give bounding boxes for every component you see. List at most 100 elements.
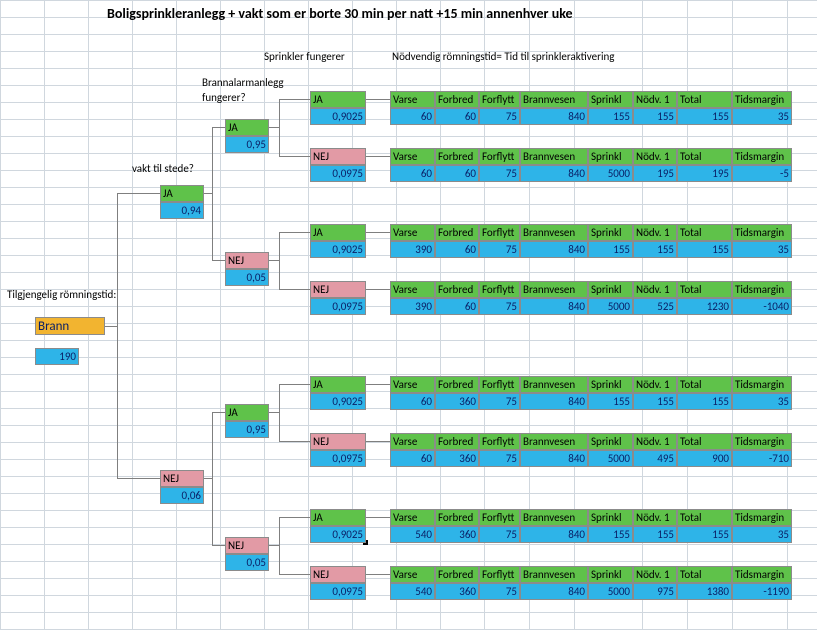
result-header[interactable]: Varse <box>390 509 435 526</box>
result-header[interactable]: Nödv. 1 <box>633 91 677 108</box>
result-header[interactable]: Varse <box>390 148 435 165</box>
result-value[interactable]: 75 <box>479 583 520 600</box>
result-value[interactable]: 60 <box>435 165 479 182</box>
result-value[interactable]: 840 <box>520 108 588 125</box>
result-value[interactable]: 155 <box>588 108 633 125</box>
result-header[interactable]: Tidsmargin <box>732 224 792 241</box>
result-value[interactable]: 540 <box>390 526 435 543</box>
mid-prob[interactable]: 0,95 <box>225 421 269 438</box>
result-value[interactable]: -710 <box>732 450 792 467</box>
result-value[interactable]: 60 <box>390 450 435 467</box>
result-header[interactable]: Sprinkl <box>588 281 633 298</box>
inner-prob[interactable]: 0,06 <box>160 487 204 504</box>
result-header[interactable]: Total <box>677 376 732 393</box>
mid-label[interactable]: JA <box>225 404 269 421</box>
result-header[interactable]: Nödv. 1 <box>633 566 677 583</box>
result-value[interactable]: 155 <box>677 393 732 410</box>
result-value[interactable]: 195 <box>633 165 677 182</box>
mid-prob[interactable]: 0,95 <box>225 136 269 153</box>
result-header[interactable]: Forflytt <box>479 433 520 450</box>
result-header[interactable]: Varse <box>390 281 435 298</box>
result-value[interactable]: 900 <box>677 450 732 467</box>
result-value[interactable]: 155 <box>588 526 633 543</box>
result-header[interactable]: Total <box>677 224 732 241</box>
leaf-label[interactable]: NEJ <box>310 433 366 450</box>
result-header[interactable]: Varse <box>390 433 435 450</box>
result-value[interactable]: 60 <box>435 108 479 125</box>
result-header[interactable]: Brannvesen <box>520 281 588 298</box>
result-value[interactable]: 155 <box>633 241 677 258</box>
result-value[interactable]: 360 <box>435 583 479 600</box>
result-value[interactable]: 155 <box>588 393 633 410</box>
result-header[interactable]: Forflytt <box>479 376 520 393</box>
result-header[interactable]: Varse <box>390 224 435 241</box>
inner-label[interactable]: NEJ <box>160 470 204 487</box>
result-header[interactable]: Forflytt <box>479 566 520 583</box>
result-value[interactable]: 195 <box>677 165 732 182</box>
result-value[interactable]: 35 <box>732 241 792 258</box>
result-header[interactable]: Forflytt <box>479 509 520 526</box>
result-header[interactable]: Sprinkl <box>588 91 633 108</box>
mid-label[interactable]: JA <box>225 119 269 136</box>
result-header[interactable]: Sprinkl <box>588 376 633 393</box>
leaf-label[interactable]: NEJ <box>310 566 366 583</box>
result-value[interactable]: 840 <box>520 165 588 182</box>
result-header[interactable]: Total <box>677 433 732 450</box>
result-value[interactable]: 75 <box>479 450 520 467</box>
result-value[interactable]: 60 <box>435 298 479 315</box>
result-header[interactable]: Nödv. 1 <box>633 433 677 450</box>
mid-label[interactable]: NEJ <box>225 537 269 554</box>
result-header[interactable]: Tidsmargin <box>732 566 792 583</box>
leaf-label[interactable]: JA <box>310 91 366 108</box>
leaf-label[interactable]: NEJ <box>310 148 366 165</box>
result-value[interactable]: -1190 <box>732 583 792 600</box>
result-value[interactable]: 155 <box>677 526 732 543</box>
result-value[interactable]: 495 <box>633 450 677 467</box>
result-value[interactable]: 840 <box>520 526 588 543</box>
result-header[interactable]: Brannvesen <box>520 91 588 108</box>
result-value[interactable]: 35 <box>732 393 792 410</box>
result-value[interactable]: 360 <box>435 393 479 410</box>
result-header[interactable]: Brannvesen <box>520 433 588 450</box>
result-header[interactable]: Forflytt <box>479 281 520 298</box>
result-value[interactable]: 390 <box>390 241 435 258</box>
result-header[interactable]: Forflytt <box>479 148 520 165</box>
mid-prob[interactable]: 0,05 <box>225 554 269 571</box>
result-value[interactable]: 35 <box>732 526 792 543</box>
result-header[interactable]: Brannvesen <box>520 509 588 526</box>
result-header[interactable]: Brannvesen <box>520 224 588 241</box>
result-header[interactable]: Brannvesen <box>520 376 588 393</box>
result-value[interactable]: 60 <box>390 108 435 125</box>
result-header[interactable]: Nödv. 1 <box>633 148 677 165</box>
result-value[interactable]: 75 <box>479 526 520 543</box>
result-value[interactable]: 5000 <box>588 165 633 182</box>
result-value[interactable]: 75 <box>479 241 520 258</box>
result-header[interactable]: Forbred <box>435 91 479 108</box>
result-header[interactable]: Total <box>677 509 732 526</box>
result-header[interactable]: Tidsmargin <box>732 433 792 450</box>
result-value[interactable]: -5 <box>732 165 792 182</box>
leaf-label[interactable]: JA <box>310 224 366 241</box>
result-value[interactable]: 840 <box>520 393 588 410</box>
mid-label[interactable]: NEJ <box>225 252 269 269</box>
result-value[interactable]: 360 <box>435 526 479 543</box>
result-value[interactable]: 155 <box>677 108 732 125</box>
root-brann[interactable]: Brann <box>35 317 105 335</box>
result-header[interactable]: Total <box>677 281 732 298</box>
result-value[interactable]: 60 <box>435 241 479 258</box>
result-header[interactable]: Forbred <box>435 148 479 165</box>
result-header[interactable]: Varse <box>390 566 435 583</box>
result-value[interactable]: 840 <box>520 241 588 258</box>
result-value[interactable]: 75 <box>479 298 520 315</box>
result-value[interactable]: 1380 <box>677 583 732 600</box>
result-header[interactable]: Sprinkl <box>588 224 633 241</box>
result-header[interactable]: Nödv. 1 <box>633 224 677 241</box>
result-value[interactable]: 1230 <box>677 298 732 315</box>
leaf-prob[interactable]: 0,0975 <box>310 450 366 467</box>
result-header[interactable]: Total <box>677 148 732 165</box>
result-header[interactable]: Forbred <box>435 281 479 298</box>
result-header[interactable]: Forbred <box>435 566 479 583</box>
result-value[interactable]: 975 <box>633 583 677 600</box>
result-header[interactable]: Sprinkl <box>588 566 633 583</box>
result-value[interactable]: 75 <box>479 165 520 182</box>
